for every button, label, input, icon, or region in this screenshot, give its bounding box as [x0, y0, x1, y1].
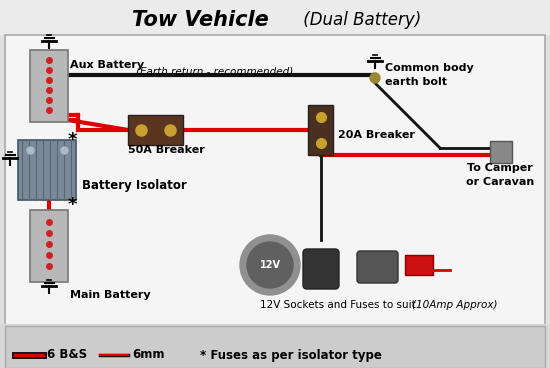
- Text: 12V: 12V: [260, 260, 280, 270]
- Bar: [30, 210, 68, 282]
- Text: *: *: [67, 131, 77, 149]
- FancyBboxPatch shape: [357, 251, 398, 283]
- Text: (Dual Battery): (Dual Battery): [298, 11, 422, 29]
- Text: To Camper
or Caravan: To Camper or Caravan: [466, 163, 534, 187]
- Bar: [5, 35, 545, 325]
- Bar: [490, 141, 512, 163]
- Bar: [18, 140, 76, 200]
- FancyBboxPatch shape: [303, 249, 339, 289]
- Text: 20A Breaker: 20A Breaker: [338, 130, 415, 140]
- Bar: [30, 50, 68, 122]
- Bar: [405, 255, 433, 275]
- Text: 50A Breaker: 50A Breaker: [128, 145, 205, 155]
- Bar: [308, 105, 333, 155]
- Circle shape: [370, 73, 380, 83]
- Circle shape: [240, 235, 300, 295]
- Text: *: *: [67, 196, 77, 214]
- Text: 6 B&S: 6 B&S: [47, 348, 87, 361]
- Bar: [0, 0, 550, 35]
- Circle shape: [247, 242, 293, 288]
- Bar: [0, 324, 550, 368]
- Text: 12V Sockets and Fuses to suit.: 12V Sockets and Fuses to suit.: [261, 300, 420, 310]
- Text: Aux Battery: Aux Battery: [70, 60, 144, 70]
- Bar: [128, 115, 183, 145]
- Text: * Fuses as per isolator type: * Fuses as per isolator type: [200, 348, 382, 361]
- Text: (Earth return - recommended): (Earth return - recommended): [136, 67, 294, 77]
- Text: Common body
earth bolt: Common body earth bolt: [385, 63, 474, 87]
- Text: (10Amp Approx): (10Amp Approx): [412, 300, 498, 310]
- Text: Main Battery: Main Battery: [70, 290, 151, 300]
- Text: Tow Vehicle: Tow Vehicle: [131, 10, 268, 30]
- Text: 6mm: 6mm: [132, 348, 164, 361]
- Bar: [5, 326, 545, 368]
- Text: Battery Isolator: Battery Isolator: [82, 178, 187, 191]
